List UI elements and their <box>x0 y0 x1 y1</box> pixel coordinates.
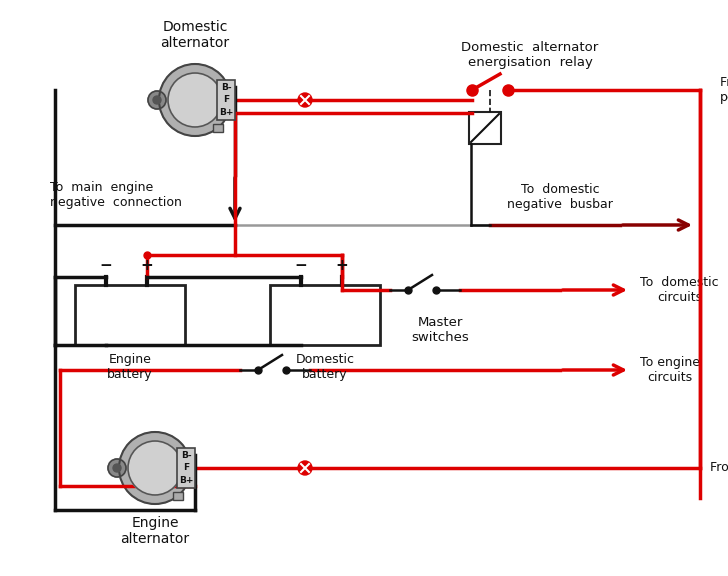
FancyBboxPatch shape <box>75 285 185 345</box>
Text: B-: B- <box>221 83 232 92</box>
Text: Master
switches: Master switches <box>411 316 469 344</box>
Circle shape <box>298 93 312 107</box>
Text: F: F <box>183 464 189 472</box>
Circle shape <box>153 96 161 104</box>
FancyBboxPatch shape <box>213 124 223 132</box>
Circle shape <box>298 461 312 475</box>
Text: B+: B+ <box>179 476 193 486</box>
Text: Engine
alternator: Engine alternator <box>120 516 189 546</box>
Text: To  main  engine
negative  connection: To main engine negative connection <box>50 181 182 209</box>
FancyBboxPatch shape <box>173 492 183 500</box>
FancyBboxPatch shape <box>177 448 195 488</box>
Text: To  domestic
negative  busbar: To domestic negative busbar <box>507 183 613 211</box>
FancyBboxPatch shape <box>270 285 380 345</box>
Text: From ignition switch: From ignition switch <box>710 461 728 475</box>
Text: +: + <box>140 258 153 273</box>
Circle shape <box>159 64 231 136</box>
Text: F: F <box>223 96 229 104</box>
Text: Engine
battery: Engine battery <box>107 353 153 381</box>
Text: From  domestic
positive: From domestic positive <box>720 76 728 104</box>
Circle shape <box>108 459 126 477</box>
Text: Domestic
alternator: Domestic alternator <box>160 20 229 50</box>
Text: −: − <box>100 258 112 273</box>
FancyBboxPatch shape <box>469 112 501 144</box>
Text: B-: B- <box>181 450 191 460</box>
Text: +: + <box>335 258 348 273</box>
Text: B+: B+ <box>218 108 233 118</box>
Circle shape <box>119 432 191 504</box>
Text: Domestic  alternator
energisation  relay: Domestic alternator energisation relay <box>462 41 598 69</box>
Text: To  domestic
circuits: To domestic circuits <box>640 276 719 304</box>
Circle shape <box>168 73 222 127</box>
FancyBboxPatch shape <box>217 80 235 120</box>
Circle shape <box>128 441 182 495</box>
Circle shape <box>148 91 166 109</box>
Text: Domestic
battery: Domestic battery <box>296 353 355 381</box>
Text: To engine
circuits: To engine circuits <box>640 356 700 384</box>
Text: −: − <box>294 258 307 273</box>
Circle shape <box>113 464 121 472</box>
